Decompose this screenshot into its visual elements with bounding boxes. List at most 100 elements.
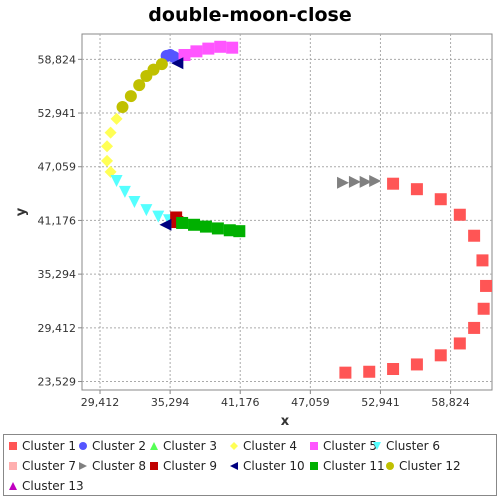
y-axis-label: y [14, 207, 29, 216]
x-axis-label: x [281, 414, 290, 429]
data-point [223, 224, 236, 237]
data-point [104, 165, 117, 178]
data-point [190, 45, 203, 58]
legend-marker [310, 462, 318, 470]
legend-item: Cluster 5 [308, 439, 377, 453]
y-tick-labels: 23,529 29,412 35,294 41,176 47,059 52,941 58,8… [38, 53, 77, 388]
y-tick-label: 29,412 [38, 322, 77, 335]
data-point [171, 57, 184, 70]
data-point [101, 140, 114, 153]
data-point [116, 101, 129, 114]
data-point [387, 177, 400, 190]
legend: Cluster 1 Cluster 2 Cluster 3 Cluster 4 Clus… [3, 434, 497, 496]
legend-marker [373, 442, 381, 450]
data-point [453, 337, 466, 350]
data-point [363, 365, 376, 378]
y-tick-label: 52,941 [38, 107, 77, 120]
legend-label: Cluster 11 [323, 459, 385, 473]
legend-marker [230, 462, 238, 470]
legend-marker [79, 462, 87, 470]
legend-item: Cluster 9 [148, 459, 217, 473]
data-point [124, 90, 137, 103]
legend-marker [9, 442, 17, 450]
data-point [337, 176, 350, 189]
data-point [434, 193, 447, 206]
data-point [233, 225, 246, 238]
legend-item: Cluster 13 [7, 479, 84, 493]
legend-label: Cluster 6 [386, 439, 441, 453]
data-point [118, 185, 131, 198]
data-point [468, 229, 481, 242]
y-tick-label: 23,529 [38, 376, 77, 389]
data-point [214, 40, 227, 53]
data-point [410, 183, 423, 196]
data-point [176, 216, 189, 229]
legend-item: Cluster 10 [228, 459, 305, 473]
data-point [167, 50, 180, 63]
x-tick-label: 29,412 [81, 396, 120, 409]
legend-item: Cluster 7 [7, 459, 76, 473]
data-point [453, 208, 466, 221]
legend-item: Cluster 8 [77, 459, 146, 473]
data-point [387, 363, 400, 376]
legend-item: Cluster 2 [77, 439, 146, 453]
y-tick-label: 58,824 [38, 53, 77, 66]
legend-label: Cluster 4 [243, 439, 298, 453]
data-point [178, 48, 191, 61]
data-point [226, 41, 239, 54]
grid [78, 34, 492, 394]
plot-area [81, 33, 493, 391]
data-point [101, 154, 114, 167]
legend-label: Cluster 10 [243, 459, 305, 473]
data-point [159, 218, 172, 231]
data-point [110, 174, 123, 187]
data-point [140, 204, 153, 217]
data-point [152, 210, 165, 223]
legend-label: Cluster 13 [22, 479, 84, 493]
data-point [188, 218, 201, 231]
data-point [339, 366, 352, 379]
data-point [128, 195, 141, 208]
legend-label: Cluster 12 [399, 459, 461, 473]
data-point [211, 222, 224, 235]
data-points [101, 40, 493, 379]
legend-item: Cluster 1 [7, 439, 76, 453]
legend-marker [9, 482, 17, 490]
legend-item: Cluster 12 [384, 459, 461, 473]
data-point [434, 349, 447, 362]
legend-marker [230, 442, 238, 450]
data-point [110, 112, 123, 125]
data-point [199, 220, 212, 233]
legend-marker [310, 442, 318, 450]
data-point [104, 126, 117, 139]
y-tick-label: 35,294 [38, 268, 77, 281]
legend-label: Cluster 2 [92, 439, 147, 453]
data-point [133, 79, 146, 92]
data-point [155, 58, 168, 71]
legend-label: Cluster 5 [323, 439, 378, 453]
data-point [480, 279, 493, 292]
legend-item: Cluster 11 [308, 459, 385, 473]
x-tick-label: 41,176 [221, 396, 260, 409]
data-point [202, 42, 215, 55]
legend-item: Cluster 6 [371, 439, 440, 453]
legend-label: Cluster 3 [163, 439, 218, 453]
data-point [348, 175, 361, 188]
legend-marker [9, 462, 17, 470]
legend-marker [79, 442, 87, 450]
legend-label: Cluster 9 [163, 459, 218, 473]
y-tick-label: 41,176 [38, 214, 77, 227]
legend-marker [150, 462, 158, 470]
x-tick-labels: 29,412 35,294 41,176 47,059 52,941 58,824 [81, 396, 470, 409]
data-point [477, 302, 490, 315]
x-tick-label: 58,824 [431, 396, 470, 409]
legend-item: Cluster 4 [228, 439, 297, 453]
y-tick-label: 47,059 [38, 161, 77, 174]
legend-label: Cluster 7 [22, 459, 77, 473]
data-point [359, 175, 372, 188]
legend-item: Cluster 3 [148, 439, 217, 453]
legend-marker [386, 462, 394, 470]
data-point [468, 321, 481, 334]
data-point [410, 358, 423, 371]
